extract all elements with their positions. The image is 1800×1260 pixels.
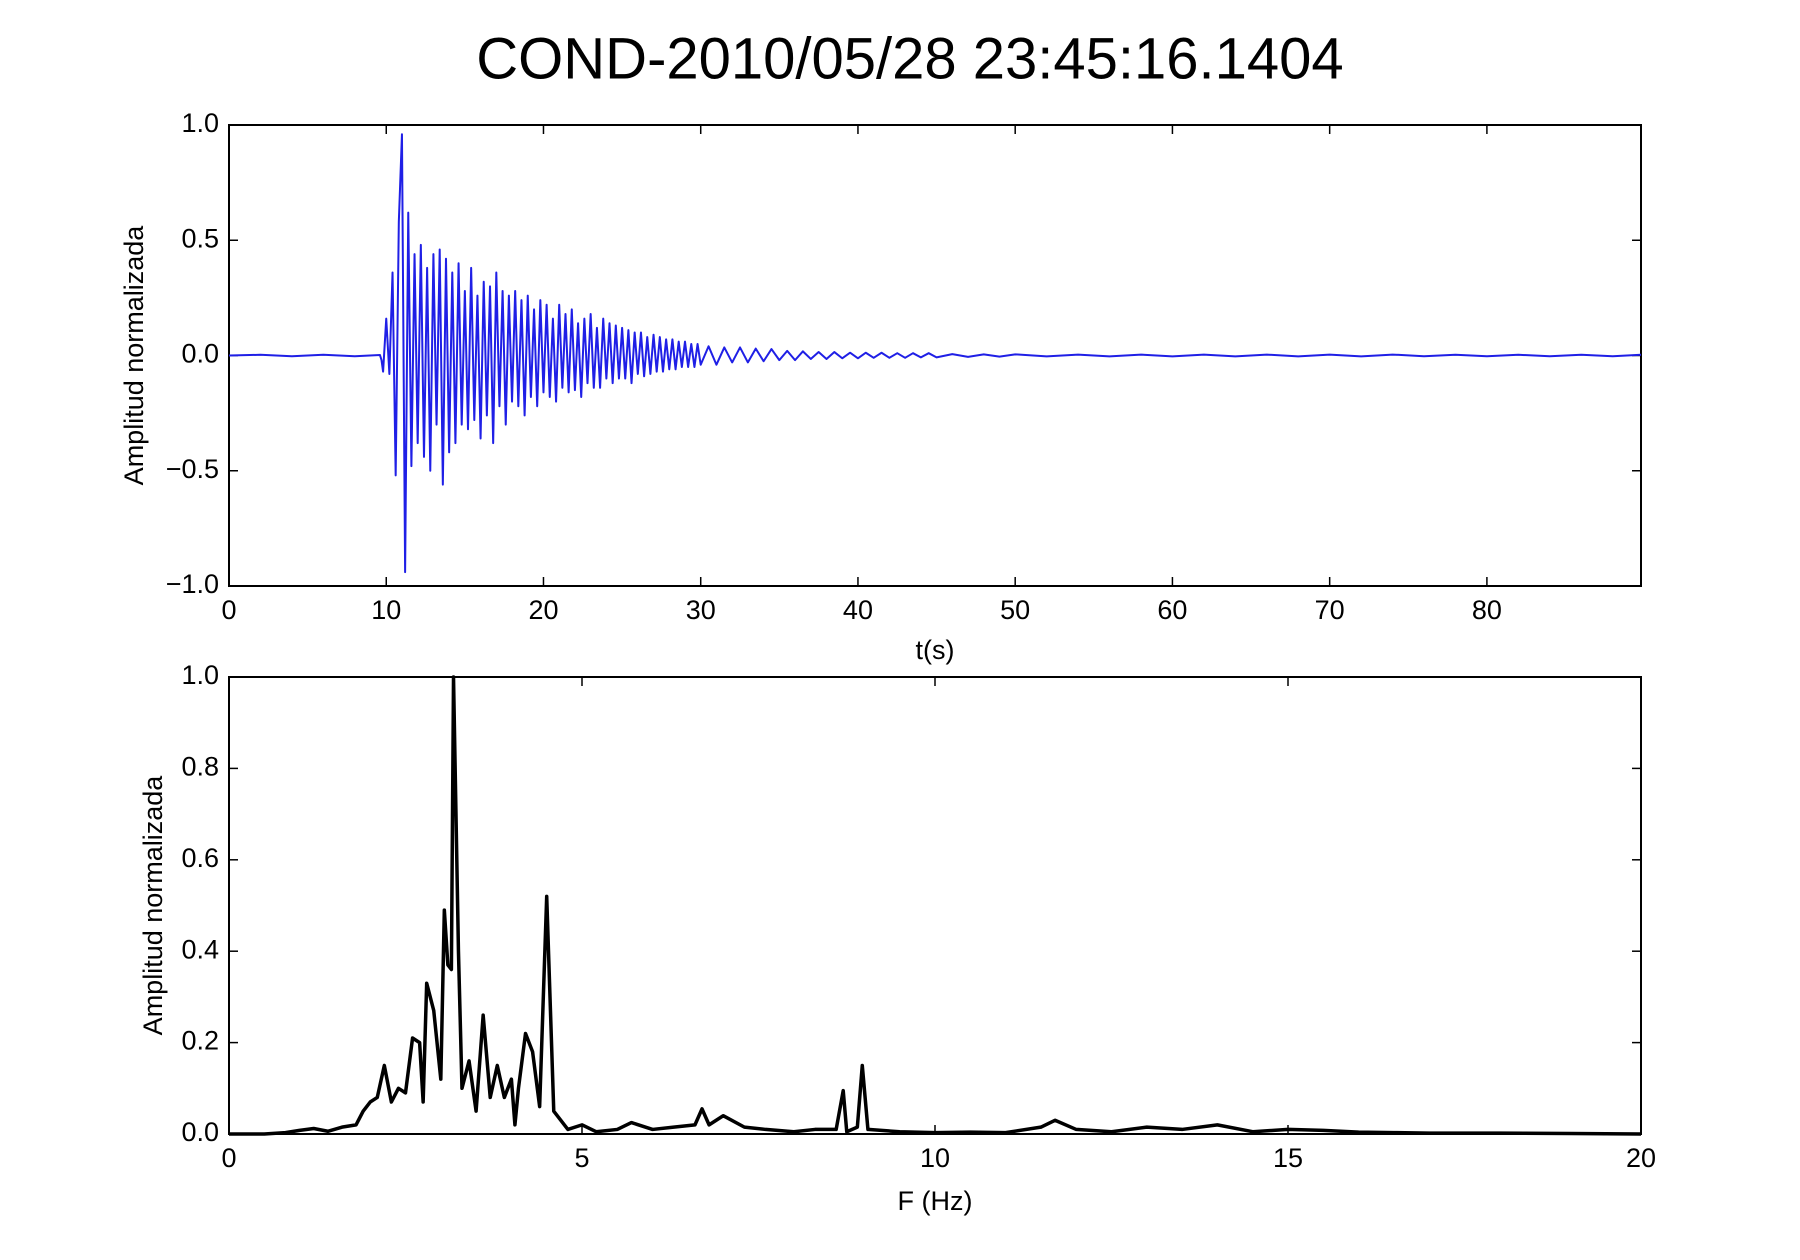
x-tick-label: 10 xyxy=(371,595,401,625)
y-tick-label: −0.5 xyxy=(166,454,219,484)
x-tick-label: 20 xyxy=(528,595,558,625)
x-axis-label: F (Hz) xyxy=(898,1186,973,1216)
y-tick-label: 1.0 xyxy=(181,108,219,138)
x-tick-label: 0 xyxy=(221,1143,236,1173)
y-tick-label: 0.8 xyxy=(181,752,219,782)
x-tick-label: 70 xyxy=(1315,595,1345,625)
chart-title: COND-2010/05/28 23:45:16.1404 xyxy=(476,26,1343,91)
data-line xyxy=(229,675,1642,1136)
y-tick-label: 0.5 xyxy=(181,223,219,253)
x-tick-label: 0 xyxy=(221,595,236,625)
x-tick-label: 60 xyxy=(1157,595,1187,625)
x-axis-label: t(s) xyxy=(916,635,955,665)
x-tick-label: 80 xyxy=(1472,595,1502,625)
y-tick-label: 0.6 xyxy=(181,843,219,873)
y-axis-label: Amplitud normalizada xyxy=(138,775,168,1036)
x-tick-label: 20 xyxy=(1626,1143,1656,1173)
y-tick-label: 0.4 xyxy=(181,934,219,964)
y-tick-label: 0.0 xyxy=(181,339,219,369)
y-tick-label: 0.2 xyxy=(181,1026,219,1056)
x-tick-label: 10 xyxy=(920,1143,950,1173)
y-axis-label: Amplitud normalizada xyxy=(119,225,149,486)
x-tick-label: 30 xyxy=(686,595,716,625)
y-tick-label: −1.0 xyxy=(166,569,219,599)
x-tick-label: 15 xyxy=(1273,1143,1303,1173)
y-tick-label: 0.0 xyxy=(181,1117,219,1147)
data-line xyxy=(228,133,1642,574)
x-tick-label: 5 xyxy=(574,1143,589,1173)
y-tick-label: 1.0 xyxy=(181,660,219,690)
x-tick-label: 40 xyxy=(843,595,873,625)
x-tick-label: 50 xyxy=(1000,595,1030,625)
